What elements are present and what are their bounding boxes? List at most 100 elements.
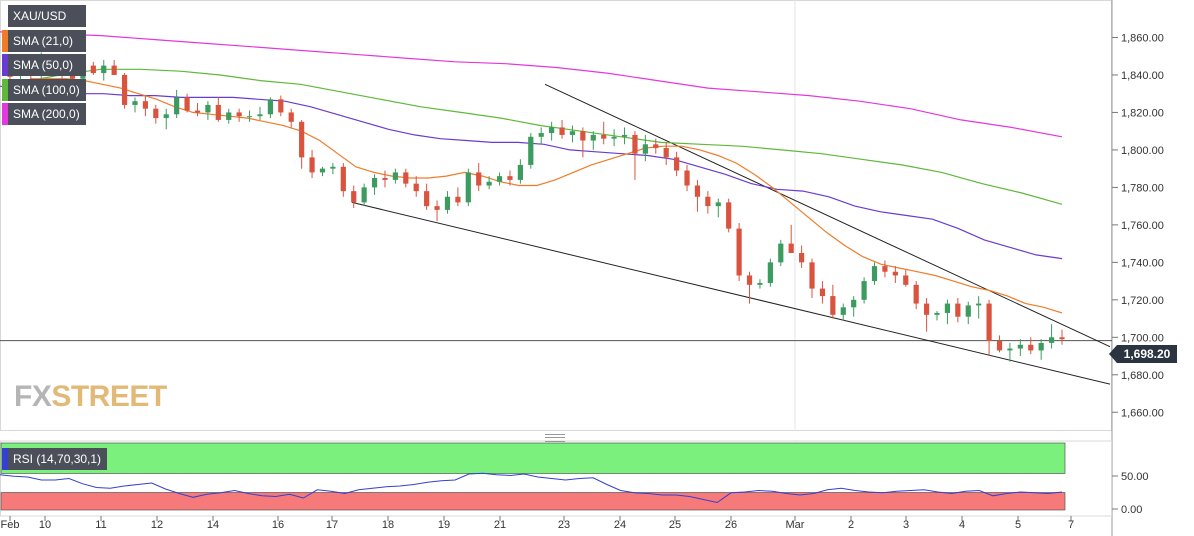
candle-body — [174, 97, 180, 115]
panel-resize-handle[interactable] — [545, 434, 565, 442]
candle-body — [153, 108, 159, 119]
candle — [496, 172, 503, 186]
legend-item-sma21[interactable]: SMA (21,0) — [2, 29, 86, 52]
candle-body — [496, 176, 503, 182]
candle — [934, 311, 940, 321]
candle — [684, 164, 690, 192]
candle — [559, 119, 565, 139]
candle-body — [163, 114, 169, 119]
candle — [840, 303, 846, 321]
candle — [913, 281, 919, 310]
candle — [184, 93, 190, 113]
candle-body — [903, 275, 909, 285]
y-tick-label: 1,800.00 — [1121, 145, 1164, 157]
candle — [1059, 329, 1065, 345]
rsi-y-tick-label: 50.00 — [1121, 471, 1149, 483]
legend-item-xauusd[interactable]: XAU/USD — [2, 5, 86, 27]
candle — [444, 191, 451, 214]
candle — [361, 183, 367, 207]
x-tick-label: 16 — [272, 519, 284, 531]
legend-item-sma200[interactable]: SMA (200,0) — [2, 103, 86, 125]
legend-swatch — [2, 448, 8, 470]
candle — [288, 108, 294, 128]
candle — [1007, 342, 1013, 362]
x-tick-label: 18 — [382, 519, 394, 531]
candle — [507, 170, 513, 186]
candle-body — [830, 296, 836, 315]
candle-body — [663, 148, 669, 158]
x-tick-label: 19 — [438, 519, 450, 531]
candle — [226, 108, 232, 124]
candle — [142, 95, 149, 117]
candle — [413, 176, 419, 197]
candle — [434, 200, 440, 222]
candle — [215, 97, 221, 122]
candle-body — [517, 164, 523, 180]
candle-body — [434, 206, 440, 210]
rsi-overbought-band — [0, 442, 1066, 474]
candle — [736, 222, 742, 282]
lower-trendline — [351, 201, 1111, 385]
candle-body — [455, 196, 461, 203]
candle — [236, 108, 242, 122]
candle-body — [913, 284, 919, 304]
candle-body — [757, 282, 763, 285]
candle — [778, 239, 784, 267]
candle — [382, 170, 388, 188]
candle-body — [601, 134, 607, 139]
candle — [455, 187, 461, 207]
rsi-oversold-band — [0, 492, 1066, 511]
candle — [923, 297, 930, 332]
legend-label: SMA (21,0) — [13, 33, 74, 48]
candle — [403, 168, 409, 188]
candle — [996, 335, 1003, 353]
candle — [486, 176, 492, 190]
rsi-y-tick-label: 0.00 — [1121, 504, 1142, 516]
legend-item-sma100[interactable]: SMA (100,0) — [2, 78, 86, 101]
candle-body — [996, 341, 1003, 351]
candle — [90, 61, 96, 75]
x-tick-label: 4 — [959, 519, 965, 531]
candle-body — [413, 183, 419, 192]
candle — [424, 183, 430, 210]
legend-item-sma50[interactable]: SMA (50,0) — [2, 54, 86, 76]
candle-body — [892, 271, 898, 276]
candle-body — [788, 243, 794, 253]
candle — [944, 299, 951, 325]
candle — [819, 281, 826, 304]
x-tick-label: 11 — [95, 519, 106, 531]
legend-swatch — [2, 29, 8, 52]
candle-body — [392, 172, 398, 180]
candle-body — [767, 262, 773, 283]
candle-body — [424, 191, 430, 207]
x-tick-label: 23 — [558, 519, 570, 531]
candle — [538, 127, 544, 145]
candle — [528, 133, 534, 169]
candle-body — [309, 157, 315, 173]
candle-body — [871, 266, 878, 282]
candle-body — [653, 144, 659, 149]
candle — [351, 185, 357, 209]
candle-body — [507, 176, 513, 180]
candle-body — [319, 168, 326, 173]
candle-body — [278, 99, 284, 113]
candle-body — [184, 97, 190, 111]
candle-body — [944, 303, 951, 313]
candle-body — [632, 134, 638, 154]
candle-body — [351, 191, 357, 203]
candle-body — [976, 303, 982, 306]
candle-body — [840, 307, 846, 315]
candle — [1028, 337, 1034, 355]
candle-body — [101, 65, 107, 74]
candle — [1048, 324, 1055, 349]
logo-fx: FX — [14, 380, 52, 413]
rsi-legend[interactable]: RSI (14,70,30,1) — [2, 448, 108, 470]
candle-body — [746, 275, 753, 285]
sma50-line — [0, 85, 1063, 260]
candle-body — [111, 65, 117, 75]
candle — [111, 59, 117, 75]
candle — [809, 258, 815, 298]
candle — [330, 163, 336, 175]
candle — [976, 296, 982, 319]
